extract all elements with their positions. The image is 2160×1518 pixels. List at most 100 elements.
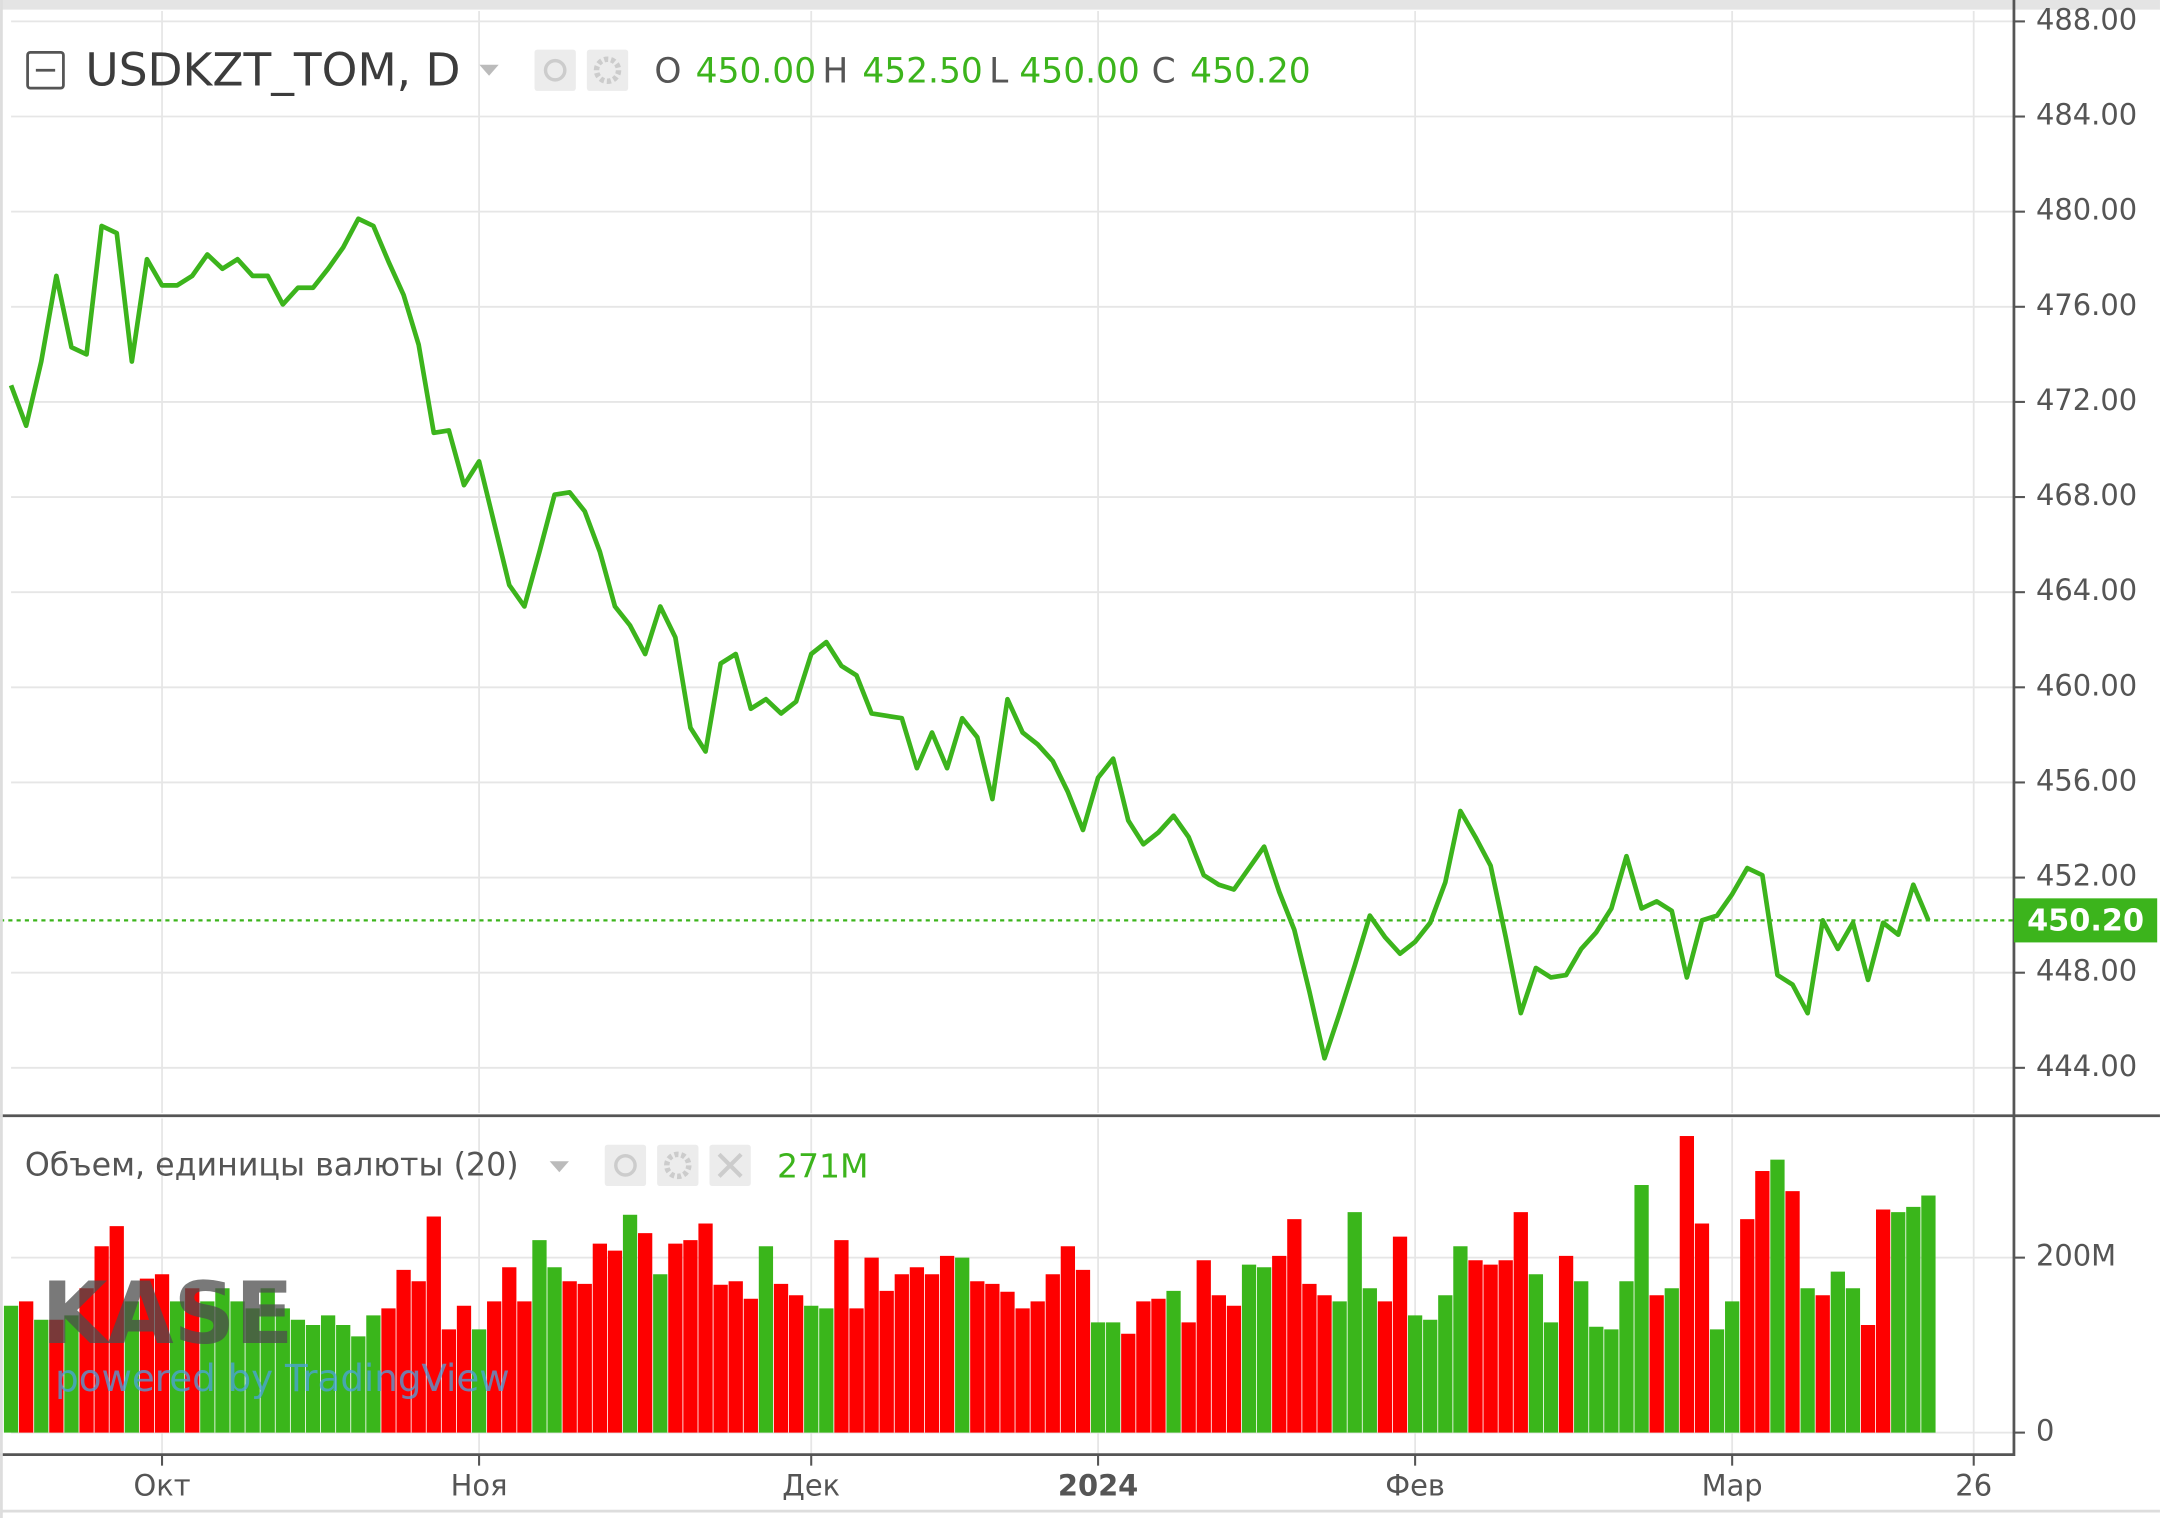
volume-bar [1725, 1301, 1740, 1433]
ohlc-value: 450.00 [1019, 52, 1139, 92]
volume-bar [743, 1298, 758, 1433]
x-tick-label: Фев [1385, 1469, 1445, 1503]
dropdown-arrow[interactable] [549, 1161, 569, 1173]
eye-button[interactable] [534, 49, 576, 91]
volume-bar [1589, 1326, 1604, 1433]
volume-bar [592, 1243, 607, 1433]
volume-bar [1785, 1191, 1800, 1433]
remove-icon [717, 1152, 743, 1178]
volume-bar [79, 1288, 94, 1433]
volume-bar [547, 1267, 562, 1433]
ohlc-value: 450.00 [696, 52, 816, 92]
ohlc-key: H [822, 52, 848, 92]
volume-bar [849, 1308, 864, 1433]
volume-bar [1362, 1288, 1377, 1433]
volume-bar [487, 1301, 502, 1433]
volume-bar [1709, 1329, 1725, 1433]
volume-bar [169, 1301, 185, 1433]
volume-bar [1287, 1219, 1302, 1433]
volume-bar [1181, 1322, 1196, 1433]
volume-bar [1015, 1308, 1030, 1433]
volume-bar [64, 1315, 79, 1433]
volume-bar [939, 1255, 955, 1433]
volume-bar [215, 1288, 230, 1433]
volume-bar [653, 1274, 668, 1433]
volume-value: 271M [777, 1147, 869, 1186]
watermark-logo: KASE [41, 1265, 293, 1364]
volume-bar [1513, 1212, 1528, 1433]
ohlc-key: O [654, 52, 681, 92]
volume-bar [1317, 1295, 1332, 1433]
collapse-button[interactable] [26, 50, 65, 90]
volume-bar [894, 1274, 909, 1433]
volume-bar [834, 1240, 849, 1433]
volume-bar [336, 1324, 351, 1433]
volume-bar [1211, 1295, 1226, 1433]
volume-bar [879, 1290, 894, 1433]
y-tick-label: 444.00 [2036, 1049, 2137, 1083]
y-tick-label: 480.00 [2036, 193, 2137, 227]
window-top-bar [0, 0, 2160, 10]
volume-bar [245, 1308, 260, 1433]
x-tick-label: Окт [134, 1469, 191, 1503]
y-tick-label: 464.00 [2036, 573, 2137, 607]
volume-bar [1634, 1185, 1649, 1433]
volume-bar [1423, 1319, 1438, 1433]
volume-bar [34, 1319, 49, 1433]
volume-bar [728, 1281, 743, 1433]
volume-bar [320, 1315, 336, 1433]
volume-bar [1528, 1274, 1544, 1433]
settings-button[interactable] [586, 49, 629, 91]
x-tick-label: Ноя [451, 1469, 508, 1503]
y-tick-label: 0 [2036, 1414, 2054, 1448]
volume-bar [1196, 1260, 1211, 1433]
volume-bar [1468, 1260, 1483, 1433]
volume-bar [1272, 1255, 1287, 1433]
volume-bar [1558, 1255, 1574, 1433]
volume-bar [517, 1301, 532, 1433]
y-tick-label: 448.00 [2036, 954, 2137, 988]
volume-bar [1921, 1195, 1936, 1433]
volume-bar [773, 1283, 789, 1433]
y-tick-label: 468.00 [2036, 478, 2137, 512]
volume-bar [1543, 1322, 1559, 1433]
volume-bar [1800, 1288, 1815, 1433]
y-tick-label: 488.00 [2036, 2, 2137, 36]
volume-bar [698, 1223, 713, 1433]
volume-bar [1166, 1290, 1181, 1433]
volume-bar [909, 1267, 925, 1433]
price-line [8, 216, 1931, 1061]
volume-bar [1106, 1322, 1121, 1433]
volume-bar [456, 1305, 472, 1433]
volume-bar [200, 1301, 215, 1433]
eye-button[interactable] [604, 1144, 647, 1187]
volume-bar [1664, 1288, 1679, 1433]
y-tick-label: 456.00 [2036, 763, 2137, 797]
volume-bar [1891, 1212, 1906, 1433]
volume-bar [1000, 1291, 1015, 1433]
y-tick-label: 476.00 [2036, 288, 2137, 322]
ohlc-value: 452.50 [862, 52, 982, 92]
volume-title: Объем, единицы валюты (20) [25, 1148, 519, 1184]
volume-bar [864, 1257, 879, 1433]
volume-bar [1438, 1295, 1453, 1433]
volume-bar [1740, 1219, 1755, 1433]
settings-button[interactable] [657, 1144, 699, 1187]
volume-bar [1090, 1322, 1106, 1433]
volume-bar [1755, 1171, 1770, 1433]
volume-bar [1302, 1283, 1317, 1433]
volume-bar [1860, 1324, 1876, 1433]
last-price-box [2013, 898, 2158, 943]
x-tick-label: Мар [1702, 1469, 1763, 1503]
watermark: KASE powered by TradingView [41, 1265, 509, 1400]
volume-bar [819, 1308, 834, 1433]
dropdown-arrow[interactable] [479, 64, 499, 76]
eye-icon [614, 1153, 637, 1177]
volume-bar [577, 1283, 592, 1433]
volume-bar [713, 1284, 728, 1433]
volume-bar [1574, 1281, 1589, 1433]
volume-bar [1875, 1209, 1891, 1433]
volume-bar [607, 1250, 623, 1433]
